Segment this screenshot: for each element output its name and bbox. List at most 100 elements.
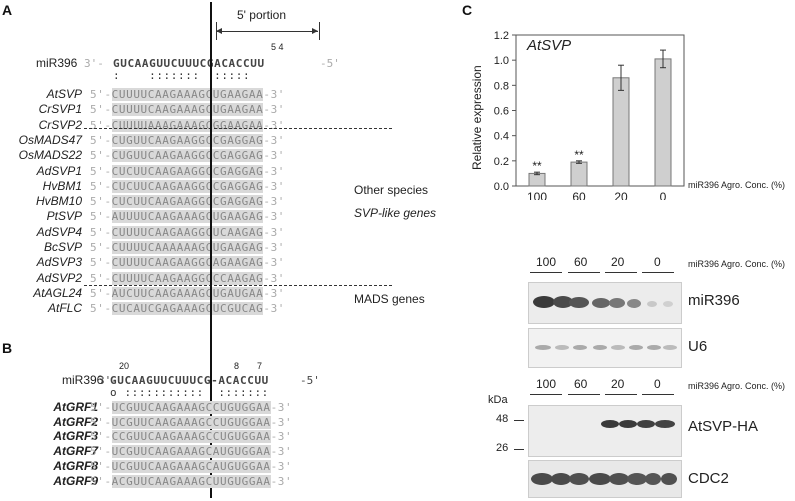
gene-name: CrSVP2	[38, 117, 82, 132]
gene-sequence: 5'-CUCUUCAAGAAGGCCGAGGAG-3'	[90, 164, 285, 178]
gene-name: AtGRF3	[53, 429, 98, 444]
chart-xlabel: miR396 Agro. Conc. (%)	[688, 180, 786, 190]
band	[645, 473, 661, 485]
five-prime-end: 5'-	[90, 459, 112, 473]
panel-letter-b: B	[2, 340, 13, 356]
five-prime-end: 5'-	[90, 195, 112, 209]
gene-sequence: 5'-CUUUUCAAGAAGGCAGAAGAG-3'	[90, 256, 286, 270]
band	[661, 473, 677, 485]
lane-label: 100	[536, 377, 557, 391]
lane-label: 100	[536, 255, 557, 269]
blot-label-mir396: miR396	[688, 292, 740, 309]
gene-sequence: 5'-CUCUUCAAGAAGGCCGAGGAG-3'	[90, 195, 286, 209]
band	[569, 473, 589, 485]
three-prime-end: -3'	[263, 256, 286, 270]
mir396-label-b: miR396	[62, 373, 104, 387]
band	[619, 420, 637, 428]
lane-underline	[568, 272, 600, 273]
band	[627, 299, 641, 308]
gene-sequence: 5'-CUUUUAAAGAAAGCGGAAGAA-3'	[90, 118, 285, 132]
chart-title: AtSVP	[527, 37, 572, 54]
mir-prefix-b: 3'-	[98, 374, 118, 387]
three-prime-end: -3'	[263, 88, 286, 101]
gene-sequence: 5'-CUUUUCAAGAAAGCUGAAGAA-3'	[90, 103, 286, 117]
band	[609, 298, 625, 308]
gene-name: HvBM1	[42, 178, 82, 193]
category-label: 20	[614, 190, 628, 200]
y-tick-label: 0.6	[494, 106, 509, 118]
significance-mark: **	[574, 148, 584, 162]
gene-name: AdSVP1	[36, 163, 82, 178]
aligned-region: CUCUUCAAGAAGGCCGAGGAG	[111, 195, 264, 209]
blot-label-cdc2: CDC2	[688, 470, 729, 487]
kda-label: kDa	[488, 394, 508, 406]
y-tick-label: 1.0	[494, 55, 509, 67]
mads-genes-label: MADS genes	[354, 292, 425, 306]
gene-name: OsMADS22	[18, 148, 82, 163]
dashed-divider-bottom	[84, 285, 392, 286]
three-prime-end: -3'	[263, 210, 286, 224]
five-prime-end: 5'-	[90, 241, 112, 254]
band	[647, 301, 657, 307]
five-prime-end: 5'-	[90, 401, 112, 414]
band	[647, 345, 661, 350]
gene-sequence: 5'-CUUUUCAAAAAAGCUGAAGAG-3'	[90, 241, 285, 254]
five-prime-end: 5'-	[90, 474, 112, 488]
gene-name: AdSVP4	[36, 224, 82, 239]
svp-like-label: SVP-like genes	[354, 206, 437, 220]
y-tick-label: 0.8	[494, 80, 509, 92]
band	[609, 473, 629, 485]
three-prime-end: -3'	[263, 302, 286, 316]
three-prime-end: -3'	[263, 271, 286, 285]
band	[655, 420, 675, 428]
band	[663, 345, 677, 350]
lane-label: 0	[654, 377, 661, 391]
other-species-label: Other species	[354, 183, 429, 197]
aligned-region: UCGUUCAAGAAAGCCUGUGGAA	[111, 415, 271, 429]
five-prime-end: 5'-	[90, 225, 112, 239]
bar	[570, 161, 588, 187]
lane-label: 20	[611, 255, 625, 269]
bar	[612, 77, 630, 187]
significance-mark: **	[532, 159, 542, 173]
conc-label-2: miR396 Agro. Conc. (%)	[688, 381, 786, 391]
bar	[654, 58, 672, 187]
three-prime-end: -3'	[263, 241, 286, 254]
band	[531, 473, 553, 485]
three-prime-end: -3'	[270, 459, 293, 473]
pair-marks-b: o ::::::::::: :::::::	[110, 386, 269, 399]
band	[573, 345, 587, 350]
five-prime-end: 5'-	[90, 179, 112, 193]
three-prime-end: -3'	[270, 401, 293, 414]
aligned-region: UCGUUCAAGAAAGCCUGUGGAA	[111, 401, 271, 414]
three-prime-end: -3'	[270, 445, 293, 459]
aligned-region: CUUUUCAAGAAGGCUCAAGAG	[111, 225, 264, 239]
five-prime-end: 5'-	[90, 88, 112, 101]
three-prime-end: -3'	[263, 133, 286, 147]
expression-bar-chart: 0.0 0.2 0.4 0.6 0.8 1.0 1.2 ** 100 ** 60 20 0	[494, 30, 685, 200]
three-prime-end: -3'	[263, 103, 286, 117]
band	[569, 297, 589, 308]
aligned-region: CUGUUCAAGAAGGCCGAGGAG	[111, 133, 264, 147]
position-numbers-a: 5 4	[271, 42, 284, 52]
three-prime-end: -3'	[263, 286, 286, 300]
aligned-region: CUUUUAAAGAAAGCGGAAGAA	[111, 118, 264, 132]
category-label: 100	[527, 190, 547, 200]
three-prime-end: -3'	[263, 195, 286, 209]
five-prime-end: 5'-	[90, 415, 112, 429]
aligned-region: CCGUUCAAGAAAGCCUGUGGAA	[111, 430, 271, 444]
lane-underline	[605, 394, 637, 395]
band	[601, 420, 619, 428]
gene-sequence: 5'-UCGUUCAAGAAAGCCUGUGGAA-3'	[90, 415, 292, 429]
gene-name: HvBM10	[35, 194, 82, 209]
five-prime-end: 5'-	[90, 118, 112, 132]
aligned-region: CUCAUCGAGAAAGCUCGUCAG	[111, 302, 264, 316]
position-8: 8	[234, 361, 240, 371]
lane-label: 60	[574, 377, 588, 391]
band	[553, 296, 573, 308]
bracket-arrow-left	[216, 28, 222, 34]
dashed-divider-top	[84, 128, 392, 129]
panel-letter-c: C	[462, 2, 473, 18]
aligned-region: CUUUUCAAAAAAGCUGAAGAG	[111, 241, 264, 254]
gene-name: AtSVP	[46, 87, 82, 101]
